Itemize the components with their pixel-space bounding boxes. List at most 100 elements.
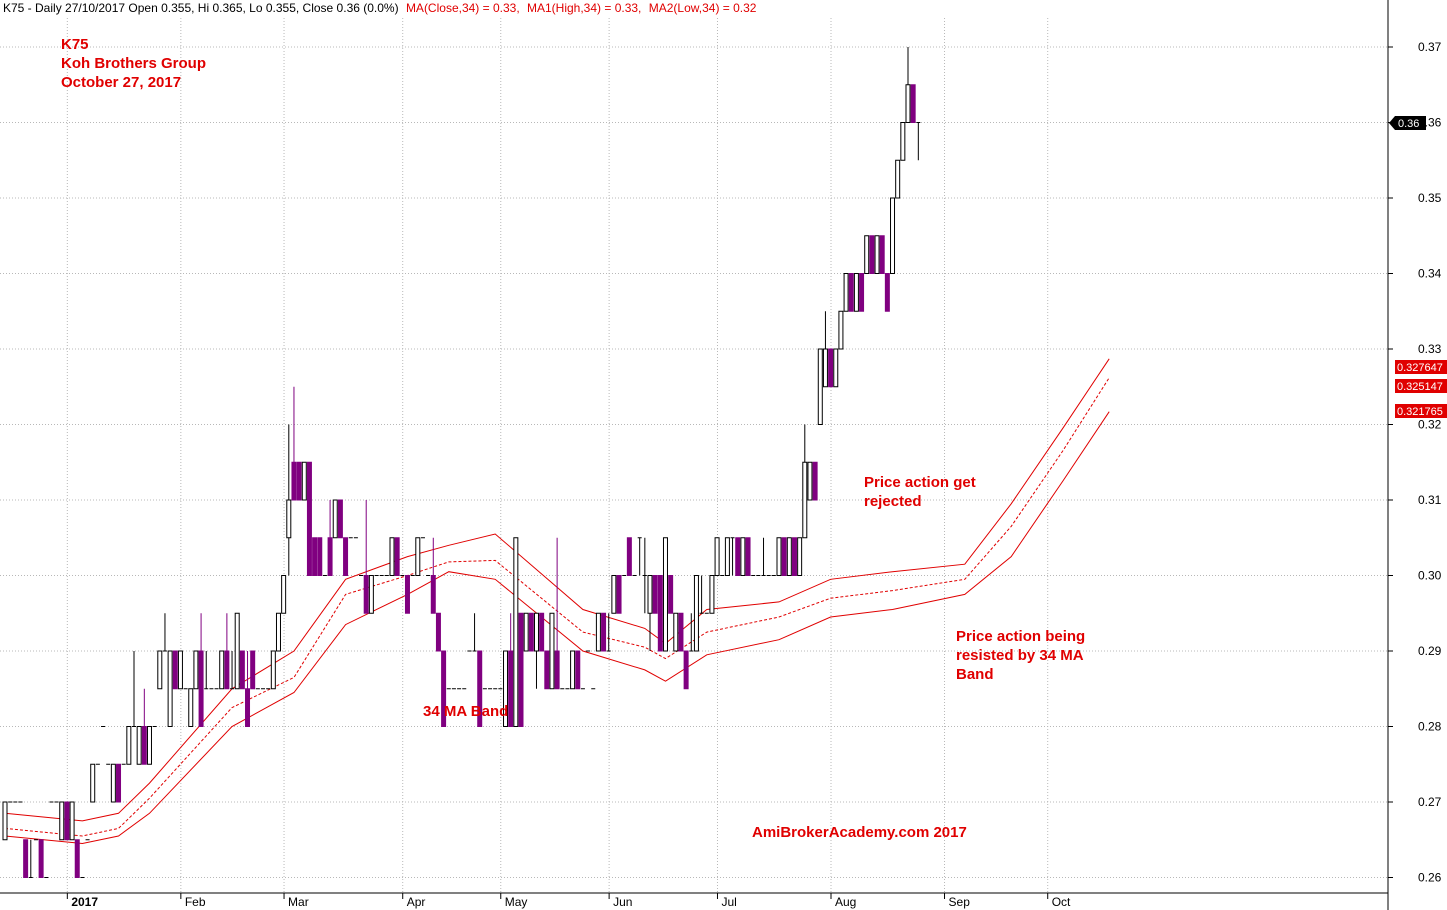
bar-body (415, 537, 421, 576)
ohlc-bar (812, 461, 818, 501)
ohlc-bar (441, 650, 447, 727)
bar-body (668, 575, 674, 614)
y-tick-label: 0.30 (1418, 569, 1442, 583)
ohlc-bar (430, 537, 436, 614)
ohlc-bar (730, 537, 735, 576)
header-main: K75 - Daily 27/10/2017 Open 0.355, Hi 0.… (3, 1, 399, 15)
bar-body (286, 499, 292, 539)
bar-body (812, 461, 818, 501)
ohlc-bar (523, 612, 529, 652)
bar-body (595, 612, 601, 652)
ohlc-bar (513, 537, 519, 727)
ohlc-bar (833, 348, 839, 388)
y-tick-label: 0.31 (1418, 493, 1442, 507)
bar-body (859, 273, 865, 312)
ohlc-bar (544, 650, 550, 690)
bar-body (146, 726, 152, 765)
ohlc-bar (162, 613, 167, 652)
x-tick-label: Aug (835, 895, 856, 909)
bar-body (786, 537, 792, 576)
ohlc-bar (828, 348, 834, 388)
bar-body (874, 235, 880, 274)
ohlc-bar (69, 801, 75, 841)
ohlc-bar (312, 537, 318, 576)
ohlc-bar (693, 575, 699, 652)
bar-body (69, 801, 75, 841)
ma-close-badge-text: 0.327647 (1397, 362, 1443, 374)
ohlc-bar (864, 235, 870, 274)
annotation-resisted-line1: Price action being (956, 628, 1085, 645)
ohlc-bar (879, 235, 885, 274)
bar-body (167, 650, 173, 727)
ohlc-bar (64, 801, 70, 841)
ohlc-bar (869, 235, 875, 274)
ohlc-bar (647, 575, 653, 651)
bar-body (828, 348, 834, 388)
bar-body (430, 575, 436, 614)
ohlc-bar (916, 122, 921, 161)
y-tick-label: 0.33 (1418, 342, 1442, 356)
ohlc-bar (193, 650, 199, 690)
bar-body (327, 537, 333, 576)
ohlc-bar (368, 575, 374, 614)
bar-body (776, 537, 782, 576)
bar-body (890, 197, 896, 274)
bar-body (884, 273, 890, 312)
ohlc-bar (533, 612, 539, 689)
bar-body (533, 612, 539, 652)
ohlc-bar (389, 537, 395, 576)
ohlc-bar (678, 612, 684, 652)
y-tick-label: 0.37 (1418, 40, 1442, 54)
bar-body (368, 575, 374, 614)
bar-body (745, 537, 751, 576)
bar-body (172, 650, 178, 690)
x-tick-label: Feb (185, 895, 206, 909)
bar-body (601, 612, 607, 652)
annotation-rejected-line1: Price action get (864, 474, 976, 491)
ohlc-bar (822, 311, 828, 388)
bar-body (126, 726, 132, 765)
ohlc-bar (172, 650, 178, 690)
ohlc-bar (146, 726, 152, 765)
ohlc-bar (167, 650, 173, 727)
ohlc-bar (363, 500, 369, 614)
ohlc-bar (503, 650, 509, 727)
ohlc-bar (275, 612, 281, 652)
bar-body (539, 612, 545, 652)
ohlc-bar (59, 801, 65, 841)
bar-body (503, 650, 509, 727)
ohlc-bar (570, 650, 576, 690)
ma-close-badge: 0.327647 (1395, 360, 1447, 374)
ohlc-bar (895, 159, 901, 199)
ma-low-badge: 0.321765 (1395, 404, 1447, 418)
ohlc-bar (714, 537, 720, 576)
ohlc-bar (662, 537, 668, 652)
ohlc-bar (296, 461, 302, 501)
ohlc-bar (724, 537, 730, 576)
ma-high-line (4, 358, 1110, 822)
bar-body (611, 575, 617, 614)
bar-body (807, 461, 813, 501)
bar-body (735, 537, 741, 576)
y-tick-label: 0.32 (1418, 418, 1442, 432)
bar-body (910, 84, 916, 123)
ohlc-bar (637, 537, 642, 576)
x-tick-label: Apr (407, 895, 426, 909)
ohlc-bar (394, 537, 400, 576)
bar-body (441, 650, 447, 727)
ohlc-bar (337, 499, 343, 539)
bar-body (245, 688, 251, 727)
ohlc-bar (745, 537, 751, 576)
y-tick-label: 0.35 (1418, 191, 1442, 205)
ma-low-badge-text: 0.321765 (1397, 406, 1443, 418)
ohlc-bar (306, 461, 312, 576)
bar-body (895, 159, 901, 199)
ohlc-bar (327, 500, 333, 576)
ohlc-bar (157, 650, 163, 690)
ohlc-bar (286, 424, 292, 576)
bar-body (198, 650, 204, 727)
ohlc-bar (343, 537, 349, 576)
bar-body (549, 612, 555, 690)
y-tick-label: 0.34 (1418, 267, 1442, 281)
